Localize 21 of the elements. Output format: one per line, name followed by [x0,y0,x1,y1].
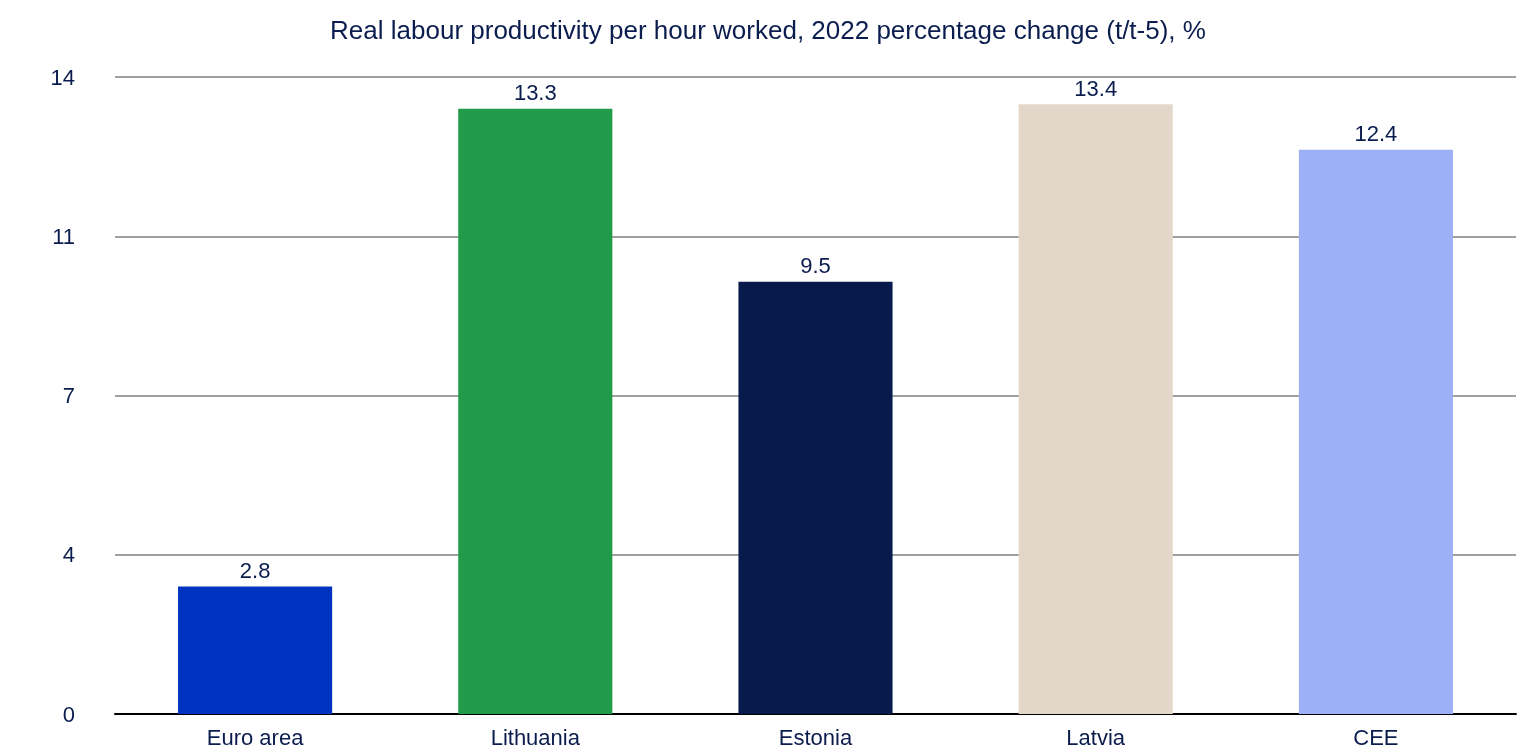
data-label: 12.4 [1354,121,1398,147]
data-label: 13.3 [513,80,557,106]
data-label: 13.4 [1074,75,1118,101]
bar [1018,104,1173,714]
bar [178,586,333,714]
bar [458,108,613,714]
data-label: 2.8 [239,558,271,584]
x-tick-label: Lithuania [490,724,581,750]
x-tick-label: Latvia [1066,724,1126,750]
y-tick-label: 7 [62,383,75,408]
y-tick-label: 14 [50,64,75,90]
bar [1298,149,1453,714]
chart-title: Real labour productivity per hour worked, 2022 percentage change (t/t-5), % [330,15,1206,45]
x-tick-label: Estonia [778,724,853,750]
x-tick-label: CEE [1353,724,1399,750]
y-tick-label: 4 [62,542,75,568]
data-label: 9.5 [800,253,831,279]
y-tick-label: 0 [62,701,75,727]
x-tick-label: Euro area [206,724,305,750]
bar [738,281,893,714]
y-tick-label: 11 [52,223,75,249]
